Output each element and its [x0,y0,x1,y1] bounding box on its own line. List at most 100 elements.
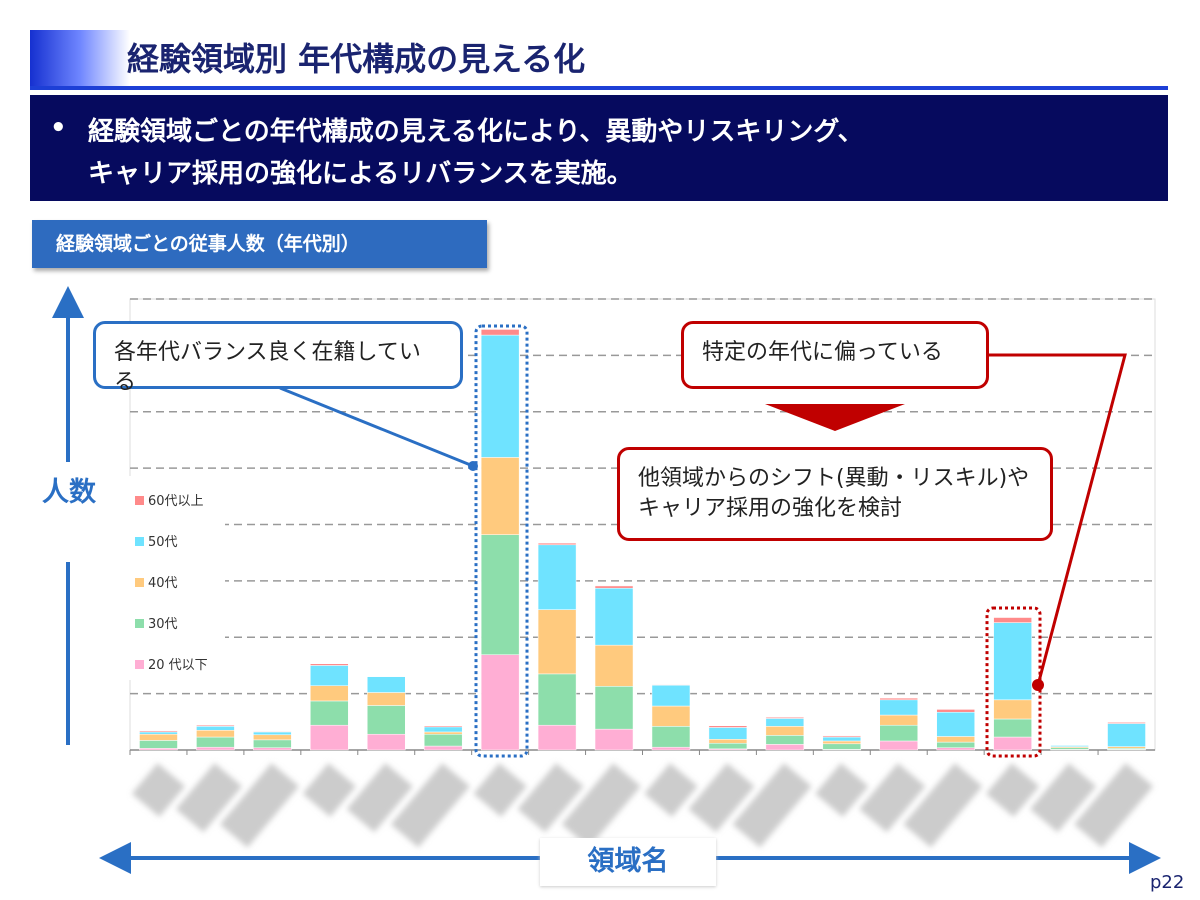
y-axis-label: 人数 [40,462,98,562]
blurred-category-label [985,763,1040,817]
bar-segment [993,622,1032,701]
bar-segment [310,700,349,726]
bar-segment [253,731,292,736]
summary-box: • 経験領域ごとの年代構成の見える化により、異動やリスキリング、 キャリア採用の… [30,95,1168,201]
bar-segment [480,654,520,751]
blurred-category-label [131,763,186,817]
bar-segment [423,731,463,735]
bar-segment [765,717,805,719]
legend-swatch [135,578,144,587]
bar-segment [651,746,691,751]
legend-swatch [135,537,144,546]
bar-segment [480,457,520,535]
bar-segment [822,736,862,742]
bar-segment [537,673,577,726]
summary-line-2: キャリア採用の強化によるリバランスを実施。 [88,159,633,189]
legend-label: 60代以上 [148,494,204,509]
legend-label: 30代 [148,617,178,632]
bar-segment [253,747,292,751]
bar-segment [708,727,748,740]
bar-segment [196,730,235,738]
bar-segment [423,745,463,751]
bar-segment [936,709,975,713]
highlight-biased-bar [985,606,1042,758]
blurred-category-label [1074,763,1154,848]
bar-segment [594,728,634,751]
bar-segment [480,534,520,655]
blurred-category-label [859,763,926,833]
bar-segment [651,684,691,707]
bar-segment [993,718,1032,738]
bar-segment [651,705,691,727]
legend: 60代以上 50代 40代 30代 20 代以下 [125,476,225,680]
bar-segment [367,676,406,693]
blurred-category-label [517,763,584,833]
bar-segment [936,711,975,737]
blurred-category-label [302,763,356,817]
bar-segment [765,744,805,751]
slide-title: 経験領域別 年代構成の見える化 [127,40,586,78]
bar-segment [253,731,292,733]
bar-segment [367,733,406,751]
bar-segment [936,736,975,743]
bar-segment [879,740,918,751]
bar-segment [423,725,463,728]
blurred-category-label [815,763,869,817]
bar-segment [879,714,918,726]
legend-item: 20 代以下 [135,654,208,673]
bar-segment [139,733,178,741]
bar-segment [537,609,577,675]
blurred-category-label [732,763,812,848]
bar-segment [765,735,805,745]
bar-segment [1107,746,1146,749]
bar-segment [1050,745,1089,747]
page-number: p22 [1150,872,1185,893]
bullet: • [50,113,67,143]
callout-action-line-1: 他領域からのシフト(異動・リスキル)や [638,466,1030,491]
bar-segment [537,544,577,610]
blurred-category-label [473,763,527,817]
legend-swatch [135,496,144,505]
bar-segment [310,665,349,686]
bar-segment [139,740,178,749]
bar-segment [879,724,918,742]
bar-segment [594,644,634,687]
bar-segment [651,684,691,686]
bar-segment [139,731,178,735]
bar-segment [708,742,748,750]
blurred-category-label [1030,763,1097,833]
bar-segment [936,747,975,751]
legend-item: 50代 [135,531,178,550]
summary-line-1: 経験領域ごとの年代構成の見える化により、異動やリスキリング、 [88,117,864,147]
bar-segment [594,587,634,646]
bar-segment [139,730,178,733]
blurred-category-label [688,763,755,833]
bar-segment [822,735,862,738]
bar-segment [196,724,235,727]
red-leader-dot [1032,679,1044,691]
callout-biased: 特定の年代に偏っている [681,321,989,389]
bar-segment [879,697,918,701]
down-arrow-icon [765,404,905,431]
bar-segment [196,736,235,748]
blurred-category-label [346,763,413,833]
bar-segment [537,724,577,751]
bar-segment [651,726,691,748]
bar-segment [196,746,235,751]
blurred-category-label [220,763,300,848]
callout-action-line-2: キャリア採用の強化を検討 [638,496,903,521]
bar-segment [139,748,178,751]
bar-segment [879,699,918,716]
blurred-category-label [903,763,983,848]
bar-segment [936,741,975,748]
callout-action: 他領域からのシフト(異動・リスキル)や キャリア採用の強化を検討 [617,447,1053,541]
legend-item: 30代 [135,613,178,632]
bar-segment [423,726,463,733]
blurred-category-label [644,763,698,817]
legend-swatch [135,619,144,628]
x-axis-label: 領域名 [540,838,716,886]
bar-segment [765,726,805,736]
bar-segment [993,736,1032,751]
blue-leader-dot [468,461,478,471]
bar-segment [1107,723,1146,747]
